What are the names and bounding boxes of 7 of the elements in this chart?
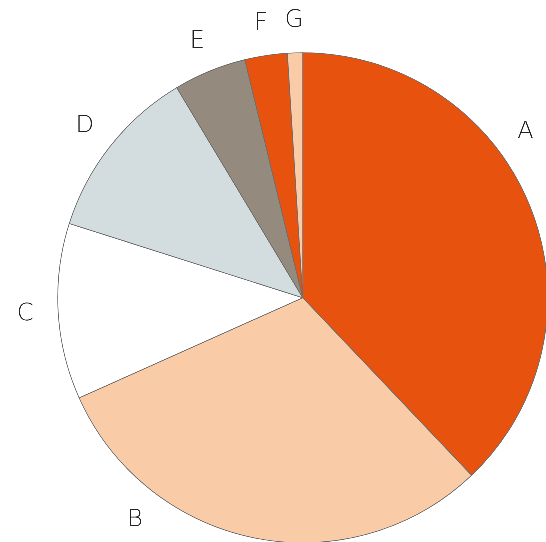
slice-label: G xyxy=(284,5,304,34)
slice-label: A xyxy=(517,116,534,145)
slice-label: F xyxy=(254,8,268,36)
slice-label: D xyxy=(76,110,94,139)
slice-label: B xyxy=(127,504,143,533)
slice-label: C xyxy=(17,298,34,327)
slice-label: E xyxy=(190,26,206,54)
